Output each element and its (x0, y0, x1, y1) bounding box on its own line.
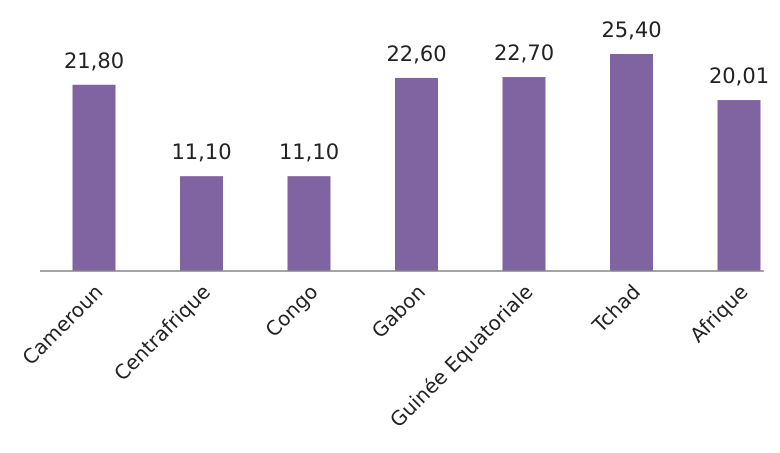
category-label: Afrique (685, 280, 753, 348)
value-label: 20,01 (709, 64, 769, 88)
bar-tchad (610, 54, 653, 271)
category-label: Cameroun (17, 280, 107, 370)
value-label: 22,70 (494, 41, 554, 65)
value-label: 22,60 (386, 42, 446, 66)
value-label: 11,10 (279, 140, 339, 164)
category-label: Congo (260, 280, 322, 342)
category-label: Gabon (367, 280, 430, 343)
bar-centrafrique (180, 176, 223, 271)
category-label: Centrafrique (109, 280, 215, 386)
value-label: 25,40 (601, 18, 661, 42)
bar-gabon (395, 77, 438, 271)
value-labels-layer: 21,80 11,10 11,10 22,60 22,70 25,40 20,01 (64, 18, 769, 164)
value-label: 21,80 (64, 49, 124, 73)
value-label: 11,10 (171, 140, 231, 164)
bar-guin-e-equatoriale (502, 77, 546, 272)
bars-layer (72, 54, 761, 272)
bar-congo (287, 176, 331, 271)
category-label: Tchad (587, 280, 645, 338)
bar-afrique (717, 100, 761, 271)
bar-cameroun (72, 84, 116, 271)
